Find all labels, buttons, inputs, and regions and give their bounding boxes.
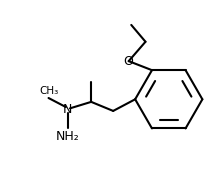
- Text: NH₂: NH₂: [56, 130, 80, 143]
- Text: N: N: [63, 103, 73, 116]
- Text: CH₃: CH₃: [39, 86, 58, 96]
- Text: O: O: [124, 55, 134, 68]
